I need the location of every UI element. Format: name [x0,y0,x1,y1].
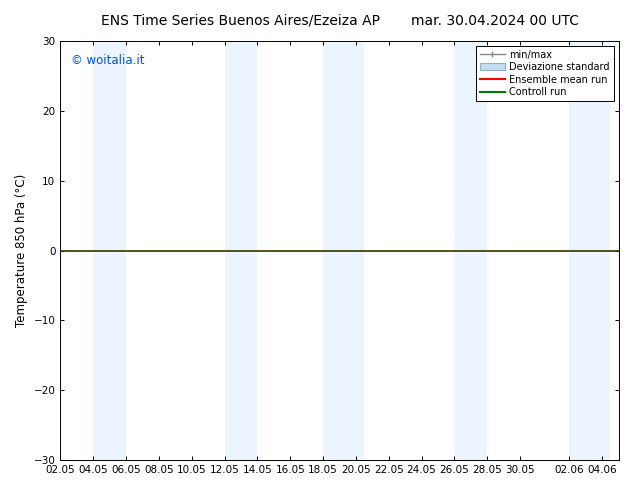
Bar [93,41,126,460]
Text: ENS Time Series Buenos Aires/Ezeiza AP: ENS Time Series Buenos Aires/Ezeiza AP [101,14,380,28]
Y-axis label: Temperature 850 hPa (°C): Temperature 850 hPa (°C) [15,174,28,327]
Bar [455,41,488,460]
Bar [224,41,257,460]
Bar [323,41,364,460]
Legend: min/max, Deviazione standard, Ensemble mean run, Controll run: min/max, Deviazione standard, Ensemble m… [476,46,614,101]
Text: mar. 30.04.2024 00 UTC: mar. 30.04.2024 00 UTC [411,14,578,28]
Text: © woitalia.it: © woitalia.it [72,53,145,67]
Bar [569,41,611,460]
